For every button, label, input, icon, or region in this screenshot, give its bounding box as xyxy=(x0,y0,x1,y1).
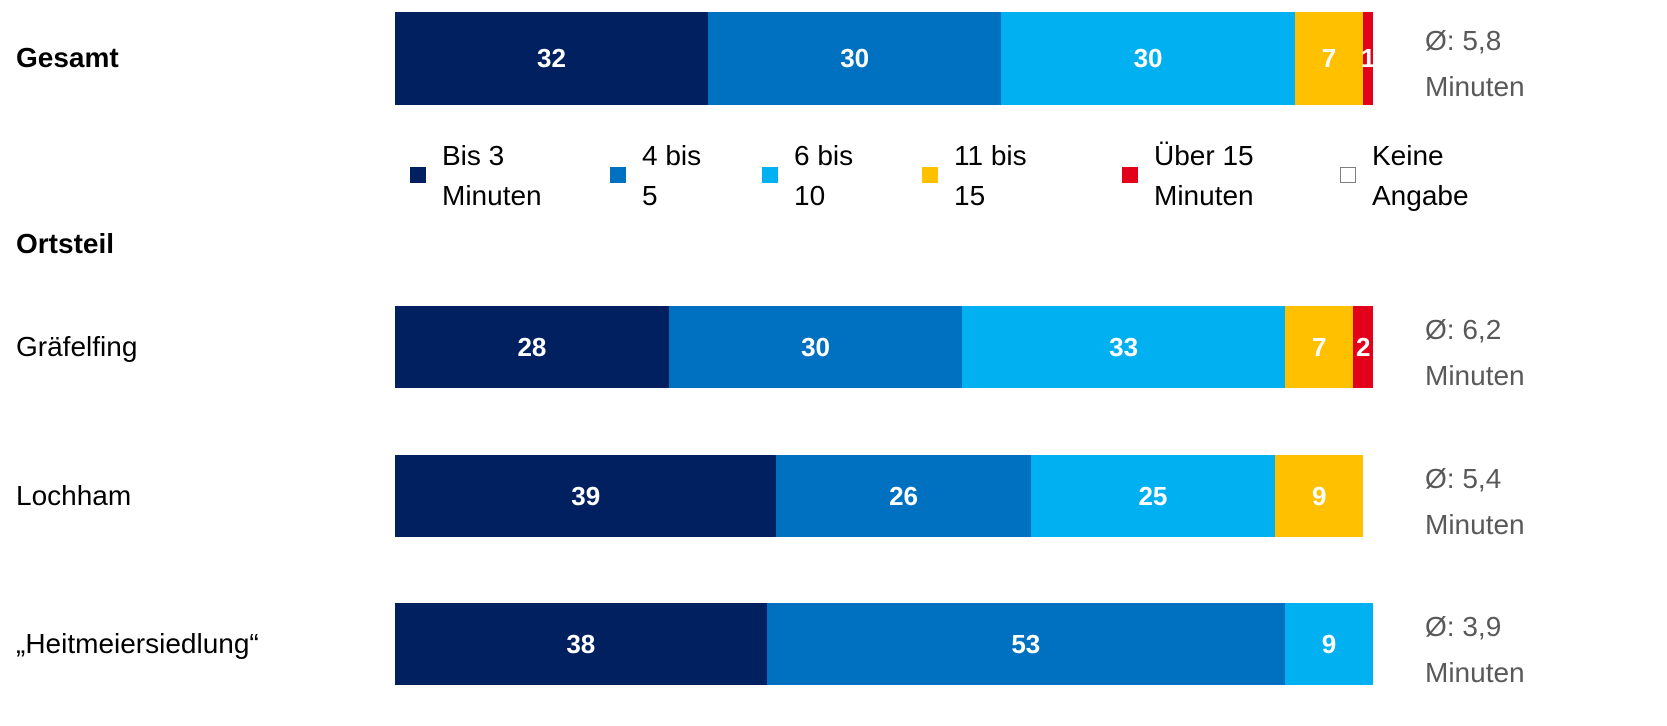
legend-swatch xyxy=(1122,167,1138,183)
bar-segment: 30 xyxy=(668,306,963,388)
data-label: 53 xyxy=(1011,628,1041,659)
data-label: 25 xyxy=(1138,480,1168,511)
bar-segment: 1 xyxy=(1360,11,1376,105)
bar-segment: 38 xyxy=(395,603,767,685)
bar-segment: 39 xyxy=(395,455,777,537)
bar-segment: 7 xyxy=(1284,306,1354,388)
category-label: Gräfelfing xyxy=(16,331,138,362)
data-label: 7 xyxy=(1321,42,1337,73)
bar-segment: 26 xyxy=(776,455,1031,537)
bar-segment: 9 xyxy=(1284,603,1373,685)
average-annotation: Ø: 3,9 Minuten xyxy=(1425,611,1525,688)
data-label: 9 xyxy=(1321,628,1337,659)
legend-label: Bis 3 Minuten xyxy=(442,140,542,211)
group-label: Ortsteil xyxy=(16,228,115,259)
legend-label: Über 15 Minuten xyxy=(1154,140,1254,211)
legend-swatch xyxy=(610,167,626,183)
bar-segment: 28 xyxy=(395,306,669,388)
data-label: 9 xyxy=(1311,480,1327,511)
data-label: 39 xyxy=(571,480,601,511)
data-label: 38 xyxy=(566,628,596,659)
data-label: 30 xyxy=(840,42,870,73)
average-annotation: Ø: 6,2 Minuten xyxy=(1425,314,1525,391)
bar-segment: 9 xyxy=(1275,455,1364,537)
bar-segment: 2 xyxy=(1353,306,1373,388)
bar-segment: 25 xyxy=(1030,455,1276,537)
legend-swatch xyxy=(1340,167,1356,183)
legend-label: Keine Angabe xyxy=(1372,140,1469,211)
data-label: 30 xyxy=(1133,42,1163,73)
legend-swatch xyxy=(922,167,938,183)
bar-segment: 30 xyxy=(707,11,1002,105)
bar-segment: 53 xyxy=(766,603,1285,685)
data-label: 1 xyxy=(1360,42,1376,73)
category-label: Lochham xyxy=(16,480,132,511)
data-label: 28 xyxy=(517,331,547,362)
category-label: „Heitmeiersiedlung“ xyxy=(16,628,259,659)
data-label: 33 xyxy=(1109,331,1139,362)
data-label: 26 xyxy=(889,480,918,511)
data-label: 2 xyxy=(1355,331,1371,362)
legend-swatch xyxy=(410,167,426,183)
average-annotation: Ø: 5,4 Minuten xyxy=(1425,463,1525,540)
bar-segment: 32 xyxy=(395,11,708,105)
average-annotation: Ø: 5,8 Minuten xyxy=(1425,25,1525,102)
data-label: 7 xyxy=(1311,331,1327,362)
data-label: 30 xyxy=(801,331,830,362)
bar-segment: 33 xyxy=(962,306,1285,388)
data-label: 32 xyxy=(537,42,566,73)
legend-swatch xyxy=(762,167,778,183)
bar-segment: 7 xyxy=(1294,11,1364,105)
legend-label: 6 bis 10 xyxy=(794,140,854,211)
legend-label: 11 bis 15 xyxy=(954,140,1027,211)
bar-segment: 30 xyxy=(1001,11,1295,105)
category-label: Gesamt xyxy=(16,42,119,73)
legend-label: 4 bis 5 xyxy=(642,140,702,211)
